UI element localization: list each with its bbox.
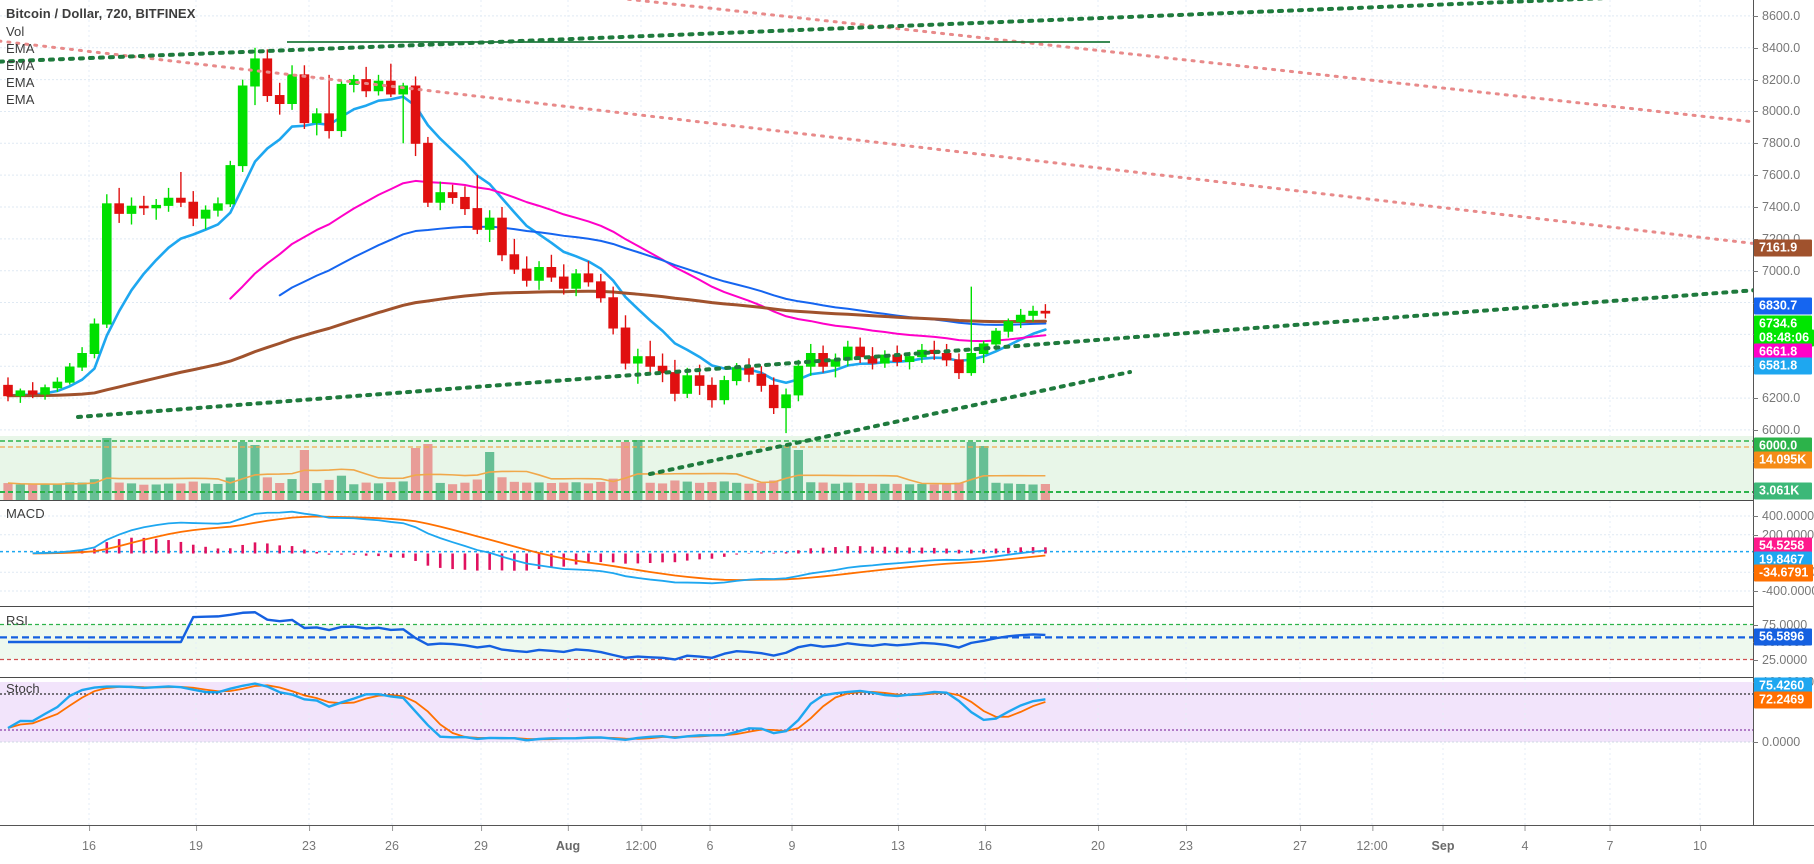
time-label-5: Aug [555,826,581,853]
ema-slow-price-badge[interactable]: 6830.7 [1754,297,1812,315]
macd-line-badge[interactable]: 19.8467 [1754,551,1812,568]
time-label-4: 29 [474,826,488,853]
ema-legend-3[interactable]: EMA [6,75,35,90]
price-plot [0,0,1753,500]
time-label-10: 16 [978,826,992,853]
axis-rule [1753,0,1754,825]
stoch-d-badge[interactable]: 72.2469 [1754,691,1812,709]
time-label-8: 9 [788,826,796,853]
ema-legend-2[interactable]: EMA [6,58,35,73]
ema-legend-1[interactable]: EMA [6,41,35,56]
time-axis-rule [0,825,1814,826]
price-tick-7000-0: 7000.0 [1752,263,1801,278]
stoch-k-badge[interactable]: 75.4260 [1754,677,1812,695]
rsi-tick-2: 25.0000 [1752,652,1808,667]
macd-tick-3: -400.0000 [1752,584,1814,598]
volume-legend[interactable]: Vol [6,24,25,39]
time-label-16: 4 [1521,826,1529,853]
macd-tick-0: 400.0000 [1752,509,1814,523]
rsi-pane[interactable] [0,607,1753,677]
price-tick-7800-0: 7800.0 [1752,136,1801,151]
volume-last-badge[interactable]: 3.061K [1754,482,1812,500]
price-scale[interactable]: 8600.0 8400.0 8200.0 8000.0 7800.0 7600.0 7400… [1752,0,1814,864]
macd-signal-badge[interactable]: -34.6791 [1754,564,1814,582]
time-label-3: 26 [385,826,399,853]
time-scale[interactable]: 16 19 23 26 29 Aug 12:00 6 9 13 16 20 23 27 12:00 Sep 4 7… [0,825,1814,864]
time-label-1: 19 [189,826,203,853]
time-label-17: 7 [1606,826,1614,853]
ema-mid-price-badge[interactable]: 6661.8 [1754,343,1812,361]
price-tick-7600-0: 7600.0 [1752,168,1801,183]
price-tick-8400-0: 8400.0 [1752,40,1801,55]
pane-separator-1 [0,500,1814,501]
time-label-13: 27 [1293,826,1307,853]
last-price-badge[interactable]: 6734.6 [1754,315,1812,333]
symbol-legend[interactable]: Bitcoin / Dollar, 720, BITFINEX [6,6,196,21]
stoch-tick-1: 0.0000 [1752,735,1801,749]
time-label-15: Sep [1431,826,1455,853]
time-label-11: 20 [1091,826,1105,853]
ema-200-price-badge[interactable]: 7161.9 [1754,239,1812,257]
rsi-plot [0,607,1753,677]
rsi-value-badge[interactable]: 56.5896 [1754,628,1812,646]
support-line-badge[interactable]: 6000.0 [1754,437,1812,455]
time-label-7: 6 [706,826,714,853]
time-label-0: 16 [82,826,96,853]
price-tick-8200-0: 8200.0 [1752,72,1801,87]
time-label-18: 10 [1693,826,1707,853]
price-tick-7400-0: 7400.0 [1752,200,1801,214]
rsi-legend-label: RSI [6,613,28,628]
stoch-plot [0,678,1753,825]
pane-separator-3 [0,677,1814,678]
rsi-tick-0: 75.0000 [1752,617,1808,632]
time-label-6: 12:00 [625,826,657,853]
stoch-pane[interactable] [0,678,1753,825]
ema-legend-4[interactable]: EMA [6,92,35,107]
countdown-badge[interactable]: 08:48:06 [1754,329,1814,347]
pane-separator-2 [0,606,1814,607]
ema-fast-price-badge[interactable]: 6581.8 [1754,357,1812,375]
macd-legend-label: MACD [6,506,45,521]
time-label-12: 23 [1179,826,1193,853]
macd-histogram-badge[interactable]: 54.5258 [1754,537,1812,555]
stoch-legend-label: Stoch [6,681,40,696]
price-tick-6200-0: 6200.0 [1752,391,1801,406]
price-tick-8000-0: 8000.0 [1752,104,1801,119]
volume-ma-badge[interactable]: 14.095K [1754,451,1812,469]
macd-pane[interactable] [0,501,1753,606]
time-label-2: 23 [302,826,316,853]
price-tick-8600-0: 8600.0 [1752,8,1801,23]
price-pane[interactable] [0,0,1753,500]
macd-plot [0,501,1753,606]
time-label-14: 12:00 [1356,826,1388,853]
time-label-9: 13 [891,826,905,853]
price-tick-6000-0: 6000.0 [1752,422,1801,437]
